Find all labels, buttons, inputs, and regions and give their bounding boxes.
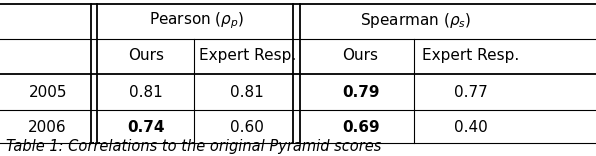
Text: 2005: 2005 [29, 85, 67, 100]
Text: 0.69: 0.69 [342, 120, 380, 135]
Text: Pearson ($\rho_p$): Pearson ($\rho_p$) [149, 10, 244, 31]
Text: Expert Resp.: Expert Resp. [422, 48, 520, 63]
Text: 0.79: 0.79 [342, 85, 379, 100]
Text: 0.81: 0.81 [129, 85, 163, 100]
Text: Ours: Ours [343, 48, 378, 63]
Text: 0.81: 0.81 [231, 85, 264, 100]
Text: 0.77: 0.77 [454, 85, 488, 100]
Text: 0.60: 0.60 [231, 120, 264, 135]
Text: Table 1: Correlations to the original Pyramid scores: Table 1: Correlations to the original Py… [6, 139, 381, 154]
Text: 0.40: 0.40 [454, 120, 488, 135]
Text: 2006: 2006 [29, 120, 67, 135]
Text: 0.74: 0.74 [128, 120, 164, 135]
Text: Expert Resp.: Expert Resp. [198, 48, 296, 63]
Text: Ours: Ours [128, 48, 164, 63]
Text: Spearman ($\rho_s$): Spearman ($\rho_s$) [360, 11, 471, 30]
